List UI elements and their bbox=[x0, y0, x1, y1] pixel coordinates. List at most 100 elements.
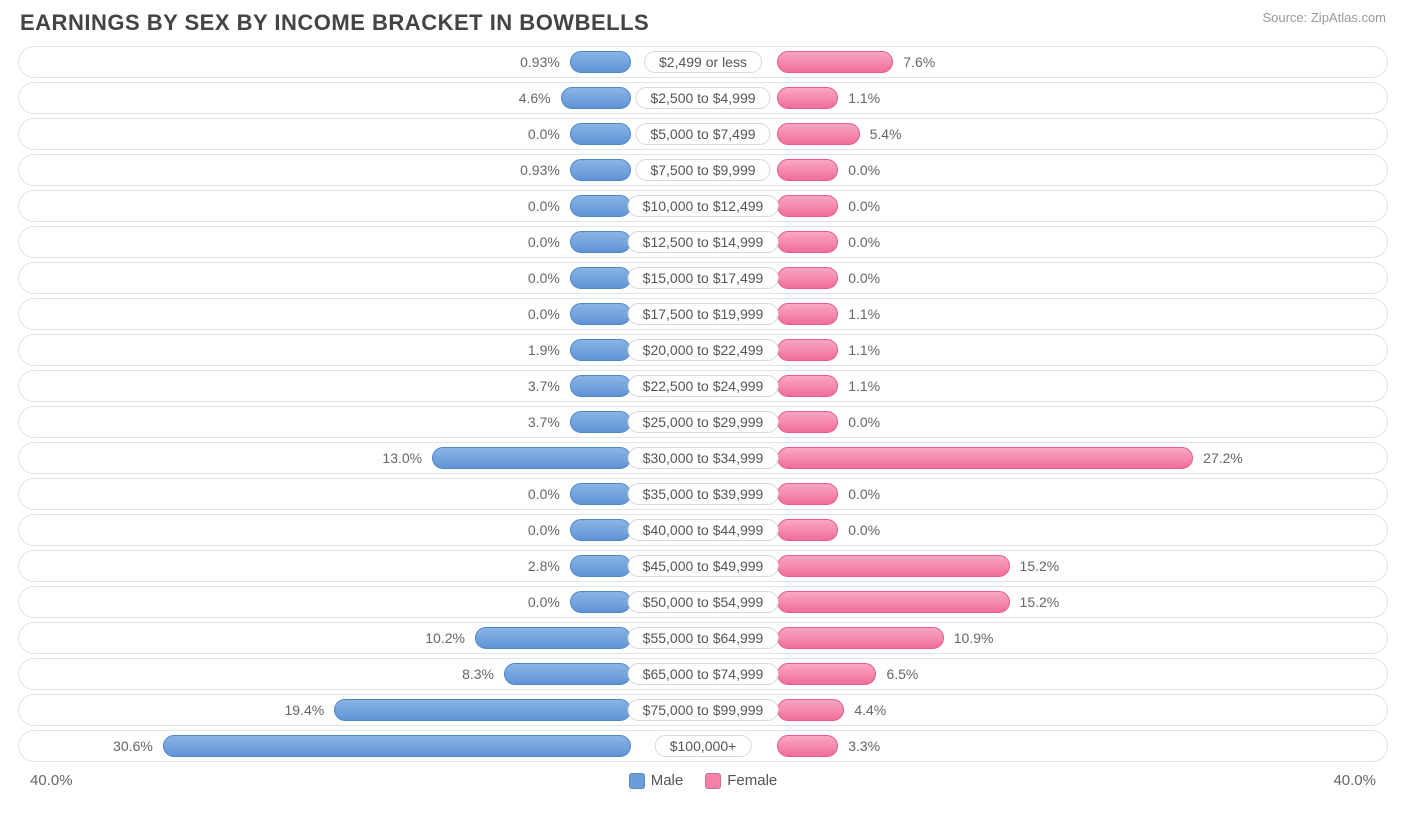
male-value: 0.93% bbox=[520, 54, 560, 70]
male-bar bbox=[570, 591, 631, 613]
male-bar bbox=[432, 447, 631, 469]
axis-right-label: 40.0% bbox=[1333, 772, 1376, 789]
female-value: 1.1% bbox=[848, 378, 880, 394]
male-bar bbox=[334, 699, 631, 721]
bracket-label: $12,500 to $14,999 bbox=[628, 231, 779, 253]
female-value: 4.4% bbox=[854, 702, 886, 718]
chart-row: 19.4%4.4%$75,000 to $99,999 bbox=[18, 694, 1388, 726]
male-bar bbox=[570, 375, 631, 397]
female-value: 0.0% bbox=[848, 162, 880, 178]
male-value: 0.93% bbox=[520, 162, 560, 178]
legend-female-label: Female bbox=[727, 772, 777, 789]
bracket-label: $65,000 to $74,999 bbox=[628, 663, 779, 685]
male-value: 1.9% bbox=[528, 342, 560, 358]
female-bar bbox=[777, 231, 838, 253]
legend: Male Female bbox=[629, 772, 778, 789]
male-bar bbox=[570, 555, 631, 577]
female-value: 7.6% bbox=[903, 54, 935, 70]
bracket-label: $17,500 to $19,999 bbox=[628, 303, 779, 325]
bracket-label: $50,000 to $54,999 bbox=[628, 591, 779, 613]
chart-header: EARNINGS BY SEX BY INCOME BRACKET IN BOW… bbox=[0, 0, 1406, 42]
female-value: 1.1% bbox=[848, 306, 880, 322]
bracket-label: $45,000 to $49,999 bbox=[628, 555, 779, 577]
female-value: 3.3% bbox=[848, 738, 880, 754]
female-bar bbox=[777, 627, 944, 649]
chart-row: 10.2% 10.9% $55,000 to $64,999 bbox=[18, 622, 1388, 654]
male-value: 2.8% bbox=[528, 558, 560, 574]
bracket-label: $35,000 to $39,999 bbox=[628, 483, 779, 505]
chart-footer: 40.0% Male Female 40.0% bbox=[0, 766, 1406, 789]
chart-row: 3.7% 1.1% $22,500 to $24,999 bbox=[18, 370, 1388, 402]
chart-source: Source: ZipAtlas.com bbox=[1262, 10, 1386, 25]
bracket-label: $30,000 to $34,999 bbox=[628, 447, 779, 469]
male-bar bbox=[570, 123, 631, 145]
chart-title: EARNINGS BY SEX BY INCOME BRACKET IN BOW… bbox=[20, 10, 649, 36]
female-bar bbox=[777, 267, 838, 289]
bracket-label: $5,000 to $7,499 bbox=[635, 123, 770, 145]
male-value: 3.7% bbox=[528, 378, 560, 394]
female-value: 1.1% bbox=[848, 90, 880, 106]
bracket-label: $25,000 to $29,999 bbox=[628, 411, 779, 433]
male-bar bbox=[570, 303, 631, 325]
bracket-label: $7,500 to $9,999 bbox=[635, 159, 770, 181]
female-value: 15.2% bbox=[1020, 594, 1060, 610]
chart-row: 4.6%1.1%$2,500 to $4,999 bbox=[18, 82, 1388, 114]
male-bar bbox=[570, 231, 631, 253]
chart-row: 0.0% 0.0% $12,500 to $14,999 bbox=[18, 226, 1388, 258]
female-value: 0.0% bbox=[848, 234, 880, 250]
chart-row: 2.8% 15.2% $45,000 to $49,999 bbox=[18, 550, 1388, 582]
male-value: 0.0% bbox=[528, 234, 560, 250]
bracket-label: $40,000 to $44,999 bbox=[628, 519, 779, 541]
female-value: 0.0% bbox=[848, 270, 880, 286]
male-value: 30.6% bbox=[113, 738, 153, 754]
female-bar bbox=[777, 123, 860, 145]
female-bar bbox=[777, 411, 838, 433]
bracket-label: $2,500 to $4,999 bbox=[635, 87, 770, 109]
chart-row: 30.6%3.3%$100,000+ bbox=[18, 730, 1388, 762]
legend-male-swatch bbox=[629, 773, 645, 789]
male-bar bbox=[475, 627, 631, 649]
male-bar bbox=[570, 51, 631, 73]
male-bar bbox=[570, 411, 631, 433]
female-value: 0.0% bbox=[848, 414, 880, 430]
legend-male-label: Male bbox=[651, 772, 684, 789]
chart-row: 8.3%6.5%$65,000 to $74,999 bbox=[18, 658, 1388, 690]
female-value: 27.2% bbox=[1203, 450, 1243, 466]
male-value: 13.0% bbox=[382, 450, 422, 466]
axis-left-label: 40.0% bbox=[30, 772, 73, 789]
female-value: 15.2% bbox=[1020, 558, 1060, 574]
female-bar bbox=[777, 699, 844, 721]
female-value: 1.1% bbox=[848, 342, 880, 358]
female-bar bbox=[777, 159, 838, 181]
male-value: 10.2% bbox=[425, 630, 465, 646]
female-bar bbox=[777, 87, 838, 109]
legend-female: Female bbox=[705, 772, 777, 789]
male-value: 0.0% bbox=[528, 486, 560, 502]
chart-row: 0.0%15.2%$50,000 to $54,999 bbox=[18, 586, 1388, 618]
female-value: 10.9% bbox=[954, 630, 994, 646]
female-value: 0.0% bbox=[848, 522, 880, 538]
male-bar bbox=[570, 339, 631, 361]
chart-row: 3.7%0.0%$25,000 to $29,999 bbox=[18, 406, 1388, 438]
female-bar bbox=[777, 447, 1193, 469]
male-bar bbox=[163, 735, 631, 757]
female-bar bbox=[777, 303, 838, 325]
chart-row: 0.0%0.0%$15,000 to $17,499 bbox=[18, 262, 1388, 294]
chart-row: 0.0%1.1%$17,500 to $19,999 bbox=[18, 298, 1388, 330]
female-bar bbox=[777, 483, 838, 505]
bracket-label: $22,500 to $24,999 bbox=[628, 375, 779, 397]
male-value: 0.0% bbox=[528, 126, 560, 142]
male-bar bbox=[570, 195, 631, 217]
legend-female-swatch bbox=[705, 773, 721, 789]
male-bar bbox=[561, 87, 631, 109]
legend-male: Male bbox=[629, 772, 684, 789]
male-bar bbox=[570, 267, 631, 289]
male-bar bbox=[504, 663, 631, 685]
chart-row: 13.0% 27.2% $30,000 to $34,999 bbox=[18, 442, 1388, 474]
chart-row: 0.0%0.0%$35,000 to $39,999 bbox=[18, 478, 1388, 510]
bracket-label: $55,000 to $64,999 bbox=[628, 627, 779, 649]
female-bar bbox=[777, 591, 1010, 613]
male-bar bbox=[570, 483, 631, 505]
female-bar bbox=[777, 195, 838, 217]
male-value: 0.0% bbox=[528, 198, 560, 214]
